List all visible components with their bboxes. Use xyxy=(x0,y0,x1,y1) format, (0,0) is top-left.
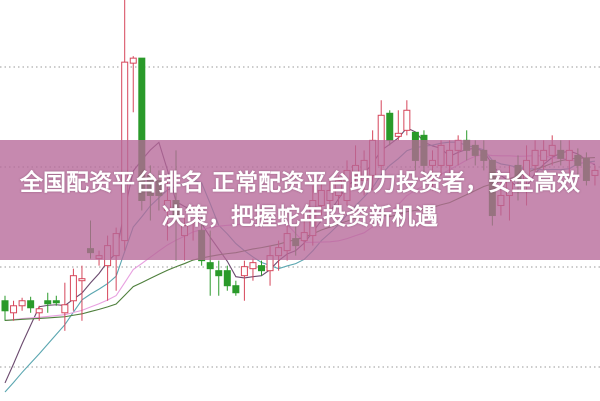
candle-body xyxy=(78,278,86,282)
candle-body xyxy=(240,266,248,277)
article-title: 全国配资平台排名 正常配资平台助力投资者，安全高效决策，把握蛇年投资新机遇 xyxy=(19,170,580,230)
candle-body xyxy=(35,308,43,314)
candle-body xyxy=(386,112,394,141)
candle-body xyxy=(223,270,231,287)
candle-body xyxy=(394,132,402,137)
candle-body xyxy=(1,300,9,312)
candle-body xyxy=(206,262,214,270)
candle-body xyxy=(249,262,257,270)
candle-body xyxy=(61,304,69,314)
title-banner: 全国配资平台排名 正常配资平台助力投资者，安全高效决策，把握蛇年投资新机遇 xyxy=(0,140,600,260)
candle-body xyxy=(52,300,60,304)
candle-body xyxy=(10,305,18,314)
candle-body xyxy=(215,270,223,277)
candle-body xyxy=(18,300,26,307)
candle-body xyxy=(258,265,265,272)
candle-body xyxy=(129,57,137,64)
candle-body xyxy=(44,300,52,305)
candle-body xyxy=(27,300,35,309)
candle-body xyxy=(69,275,77,302)
candle-body xyxy=(232,285,240,294)
candle-body xyxy=(403,109,411,131)
